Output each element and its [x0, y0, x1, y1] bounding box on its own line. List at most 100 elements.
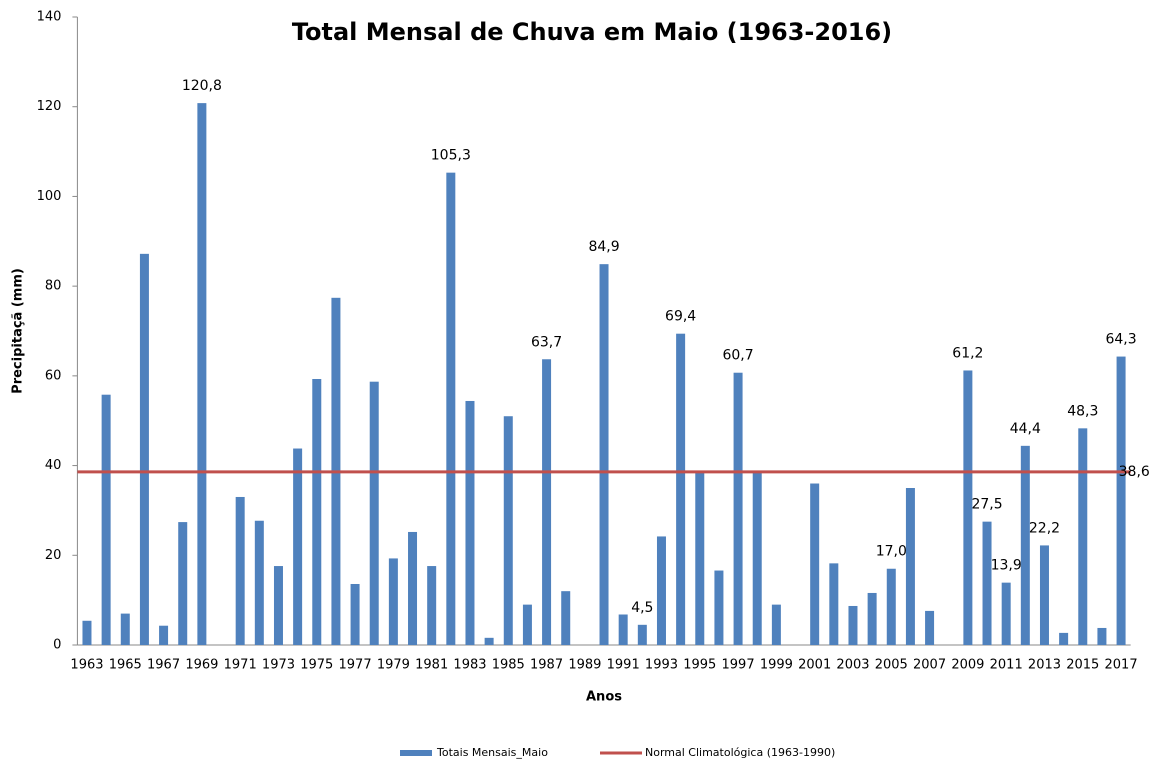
x-tick-label: 1983	[453, 658, 486, 673]
bar	[542, 359, 552, 645]
x-tick-label: 1981	[415, 658, 448, 673]
legend-label: Totais Mensais_Maio	[436, 746, 548, 759]
bar	[771, 604, 781, 645]
bar	[82, 620, 92, 645]
x-tick-label: 2017	[1105, 658, 1138, 673]
x-tick-label: 2007	[913, 658, 946, 673]
bar	[273, 566, 283, 645]
value-label: 61,2	[952, 345, 983, 361]
bar	[484, 637, 494, 645]
x-tick-label: 2003	[836, 658, 869, 673]
bar	[561, 591, 571, 645]
x-tick-label: 1973	[262, 658, 295, 673]
bar	[599, 264, 609, 645]
bar	[1039, 545, 1049, 645]
x-tick-label: 1969	[185, 658, 218, 673]
x-tick-label: 1975	[300, 658, 333, 673]
x-tick-label: 2011	[990, 658, 1023, 673]
value-label: 27,5	[971, 497, 1002, 513]
value-label: 38,6	[1119, 464, 1150, 480]
x-tick-label: 2013	[1028, 658, 1061, 673]
x-tick-label: 1993	[645, 658, 678, 673]
bar	[752, 472, 762, 645]
x-tick-label: 2001	[798, 658, 831, 673]
value-label: 63,7	[531, 334, 562, 350]
bar	[695, 472, 705, 645]
bar	[982, 521, 992, 645]
bar	[714, 570, 724, 645]
y-tick-label: 20	[45, 548, 62, 563]
x-tick-label: 1999	[760, 658, 793, 673]
y-tick-label: 60	[45, 368, 62, 383]
x-tick-label: 1997	[722, 658, 755, 673]
bar	[867, 592, 877, 645]
value-label: 64,3	[1105, 332, 1136, 348]
x-tick-label: 1967	[147, 658, 180, 673]
bar	[733, 372, 743, 645]
x-tick-label: 1963	[70, 658, 103, 673]
bar	[427, 566, 437, 645]
x-tick-label: 1971	[224, 658, 257, 673]
bar	[101, 394, 111, 645]
bar	[293, 448, 303, 645]
bar	[1020, 445, 1030, 645]
bar	[886, 568, 896, 645]
bar	[522, 604, 532, 645]
bar	[637, 624, 647, 645]
bar	[618, 614, 628, 645]
bar	[963, 370, 973, 645]
x-axis-title: Anos	[586, 690, 622, 705]
y-tick-label: 100	[37, 189, 62, 204]
bar	[254, 520, 264, 645]
y-tick-label: 120	[37, 99, 62, 114]
bar	[1097, 627, 1107, 645]
bar	[503, 416, 513, 645]
value-label: 22,2	[1029, 520, 1060, 536]
value-label: 48,3	[1067, 403, 1098, 419]
bar	[1116, 356, 1126, 645]
x-tick-label: 1987	[530, 658, 563, 673]
x-tick-label: 1985	[492, 658, 525, 673]
bar	[676, 333, 686, 645]
y-tick-label: 140	[37, 10, 62, 25]
value-label: 60,7	[722, 348, 753, 364]
bar	[350, 583, 360, 645]
bar	[905, 488, 915, 645]
value-label: 105,3	[431, 148, 471, 164]
bar	[388, 558, 398, 645]
bar	[178, 522, 188, 645]
x-tick-label: 1965	[109, 658, 142, 673]
bar	[446, 172, 456, 645]
x-tick-label: 2015	[1066, 658, 1099, 673]
x-tick-label: 1977	[339, 658, 372, 673]
x-tick-label: 2009	[951, 658, 984, 673]
bar	[810, 483, 820, 645]
chart-title: Total Mensal de Chuva em Maio (1963-2016…	[292, 18, 892, 46]
value-label: 17,0	[876, 544, 907, 560]
x-tick-label: 1991	[607, 658, 640, 673]
x-tick-label: 1989	[568, 658, 601, 673]
x-tick-label: 1995	[683, 658, 716, 673]
bar	[120, 613, 130, 645]
value-label: 120,8	[182, 78, 222, 94]
value-label: 69,4	[665, 309, 696, 325]
value-label: 44,4	[1010, 421, 1041, 437]
x-tick-label: 1979	[377, 658, 410, 673]
bar	[197, 103, 207, 645]
bar	[656, 536, 666, 645]
y-tick-label: 80	[45, 279, 62, 294]
bar	[1001, 582, 1011, 645]
legend-swatch	[400, 750, 432, 756]
bar	[1078, 428, 1088, 645]
bar	[159, 625, 169, 645]
bar	[925, 610, 935, 645]
x-tick-label: 2005	[875, 658, 908, 673]
bar	[312, 378, 322, 645]
bar	[139, 253, 149, 646]
bar	[829, 563, 839, 645]
bar	[1059, 632, 1069, 645]
bar	[465, 400, 475, 645]
legend-label: Normal Climatológica (1963-1990)	[645, 746, 835, 759]
y-tick-label: 0	[53, 638, 61, 653]
value-label: 13,9	[991, 558, 1022, 574]
